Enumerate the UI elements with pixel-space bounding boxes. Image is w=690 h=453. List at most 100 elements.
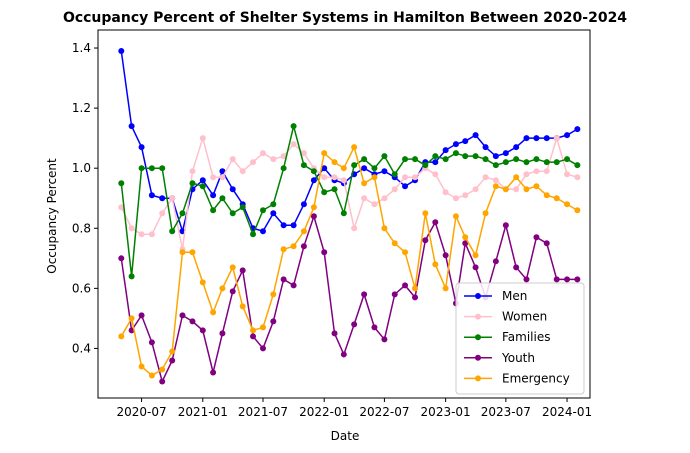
legend-box — [455, 282, 585, 395]
data-point-women — [331, 174, 338, 181]
series-line-youth — [120, 213, 578, 384]
data-point-youth — [442, 252, 449, 259]
legend-swatch-marker — [475, 293, 481, 299]
data-point-youth — [280, 276, 287, 283]
data-point-families — [239, 204, 246, 211]
data-point-youth — [402, 282, 409, 289]
data-point-families — [391, 171, 398, 178]
data-point-men — [280, 222, 287, 229]
legend-label: Emergency — [502, 371, 570, 385]
data-point-emergency — [351, 144, 358, 151]
data-point-youth — [564, 276, 571, 283]
data-point-women — [462, 192, 469, 199]
data-point-women — [472, 186, 479, 193]
data-point-women — [381, 195, 388, 202]
data-point-youth — [340, 351, 347, 358]
data-point-emergency — [381, 225, 388, 232]
data-point-families — [452, 150, 459, 157]
data-point-women — [492, 177, 499, 184]
y-tick-label: 1.4 — [72, 41, 91, 55]
data-point-women — [128, 225, 135, 232]
series-line-emergency — [120, 145, 578, 377]
data-point-youth — [159, 378, 166, 385]
data-point-families — [432, 153, 439, 160]
data-point-youth — [210, 369, 217, 376]
y-tick-label: 1.2 — [72, 101, 91, 115]
legend-label: Youth — [501, 351, 535, 365]
data-point-families — [412, 156, 419, 163]
data-point-emergency — [290, 243, 297, 250]
plot-frame — [97, 29, 591, 399]
data-point-men — [199, 177, 206, 184]
data-point-families — [381, 153, 388, 160]
data-point-women — [432, 171, 439, 178]
data-point-youth — [462, 240, 469, 247]
data-point-men — [118, 48, 125, 55]
data-point-youth — [472, 264, 479, 271]
data-point-men — [513, 144, 520, 151]
data-point-families — [340, 210, 347, 217]
data-point-men — [128, 123, 135, 130]
data-point-women — [543, 168, 550, 175]
data-point-families — [260, 207, 266, 214]
data-point-youth — [331, 330, 338, 337]
data-point-emergency — [199, 279, 206, 286]
data-point-emergency — [300, 228, 307, 235]
data-point-youth — [543, 240, 550, 247]
data-point-families — [189, 180, 196, 187]
series-line-women — [120, 135, 578, 250]
data-point-men — [159, 195, 166, 202]
data-point-youth — [138, 312, 145, 319]
legend-entry-women: Women — [464, 310, 547, 324]
data-point-women — [340, 177, 347, 184]
data-point-men — [148, 192, 155, 199]
y-tick-label: 0.8 — [72, 221, 91, 235]
data-point-youth — [189, 318, 196, 325]
data-point-youth — [199, 327, 206, 334]
data-point-families — [179, 210, 186, 217]
data-point-emergency — [331, 159, 338, 166]
data-point-youth — [270, 318, 277, 325]
data-point-women — [523, 171, 530, 178]
data-point-men — [533, 135, 540, 142]
data-point-youth — [219, 330, 226, 337]
legend-entry-youth: Youth — [464, 351, 535, 365]
data-point-youth — [422, 237, 429, 244]
data-point-youth — [492, 258, 499, 265]
data-point-emergency — [472, 252, 479, 259]
data-point-families — [351, 162, 358, 169]
data-point-women — [391, 186, 398, 193]
data-point-emergency — [574, 207, 581, 214]
data-point-youth — [260, 345, 266, 352]
data-point-families — [280, 165, 287, 172]
data-point-emergency — [371, 174, 378, 181]
data-point-men — [523, 135, 530, 142]
data-point-youth — [169, 357, 176, 364]
data-point-youth — [300, 243, 307, 250]
data-point-families — [533, 156, 540, 163]
x-tick-label: 2024-01 — [542, 405, 592, 419]
data-point-men — [260, 228, 266, 235]
data-point-emergency — [128, 315, 135, 322]
data-point-youth — [432, 219, 439, 226]
data-point-men — [543, 135, 550, 142]
x-tick-label: 2021-01 — [178, 405, 228, 419]
data-point-emergency — [482, 210, 489, 217]
data-point-youth — [371, 324, 378, 331]
data-point-families — [250, 231, 257, 238]
x-tick-label: 2022-07 — [359, 405, 409, 419]
data-point-families — [422, 162, 429, 169]
data-point-emergency — [179, 249, 186, 256]
series-youth — [118, 213, 581, 385]
data-point-emergency — [523, 186, 530, 193]
series-women — [118, 135, 581, 253]
data-point-families — [462, 153, 469, 160]
data-point-families — [543, 159, 550, 166]
legend-swatch-marker — [475, 354, 481, 361]
data-point-emergency — [361, 180, 368, 187]
data-point-emergency — [239, 303, 246, 310]
x-tick-label: 2022-01 — [299, 405, 349, 419]
data-point-families — [310, 168, 317, 175]
data-point-men — [310, 177, 317, 184]
